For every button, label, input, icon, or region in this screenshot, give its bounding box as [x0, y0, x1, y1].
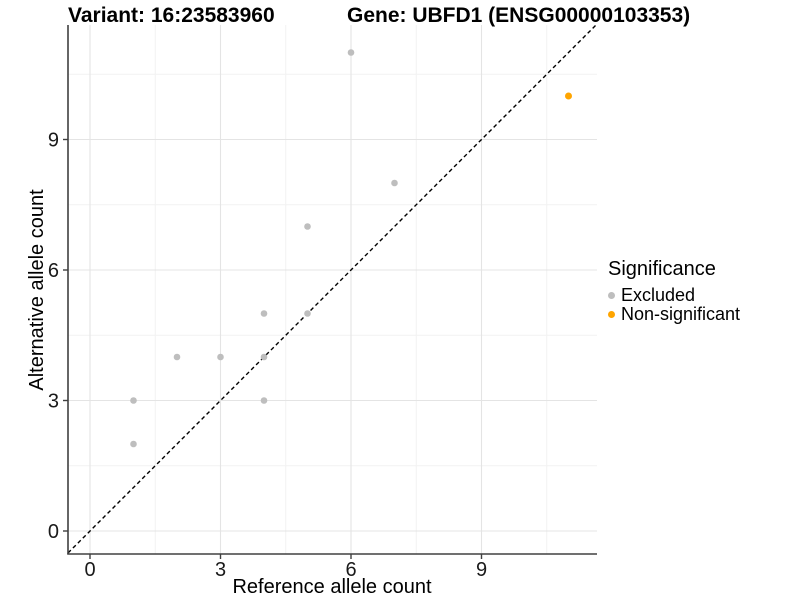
legend-item-label: Non-significant — [621, 304, 741, 324]
y-tick-labels: 0 3 6 9 — [48, 130, 59, 544]
point-excluded — [260, 353, 268, 361]
y-tick-label: 6 — [48, 260, 59, 282]
point-non-significant — [565, 92, 572, 100]
legend-item-excluded: Excluded — [608, 285, 740, 305]
x-tick-label: 0 — [84, 559, 95, 581]
legend-dot-icon — [608, 311, 615, 318]
point-excluded — [347, 49, 355, 56]
variant-title: Variant: 16:23583960 — [68, 4, 275, 27]
gene-title: Gene: UBFD1 (ENSG00000103353) — [347, 4, 691, 27]
point-excluded — [130, 440, 137, 448]
point-excluded — [304, 310, 311, 317]
legend-item-label: Excluded — [621, 285, 696, 305]
legend-item-non-significant: Non-significant — [608, 304, 741, 324]
x-tick-label: 3 — [215, 559, 226, 581]
legend-title: Significance — [608, 258, 716, 280]
y-tick-label: 9 — [48, 130, 59, 152]
legend-items: Excluded Non-significant — [608, 285, 741, 324]
point-excluded — [260, 310, 268, 317]
identity-dashed-line — [67, 24, 597, 554]
x-tick-label: 9 — [476, 559, 487, 581]
axis-tick-marks — [63, 138, 483, 559]
legend-dot-icon — [608, 292, 615, 299]
point-excluded — [217, 353, 224, 361]
gridlines-major — [68, 25, 597, 554]
point-excluded — [130, 397, 137, 404]
axis-lines — [67, 25, 597, 555]
x-axis-title: Reference allele count — [232, 576, 431, 598]
y-axis-title: Alternative allele count — [26, 189, 48, 391]
point-excluded — [260, 397, 268, 404]
gridlines-minor — [68, 25, 597, 554]
x-tick-label: 6 — [345, 559, 356, 581]
legend: Significance Excluded Non-significant — [608, 258, 740, 324]
point-excluded — [391, 179, 398, 187]
point-excluded — [304, 223, 311, 230]
data-points — [130, 49, 572, 448]
y-tick-label: 3 — [48, 391, 59, 413]
x-tick-labels: 0 3 6 9 — [84, 559, 487, 581]
y-tick-label: 0 — [48, 521, 59, 543]
point-excluded — [173, 353, 181, 361]
